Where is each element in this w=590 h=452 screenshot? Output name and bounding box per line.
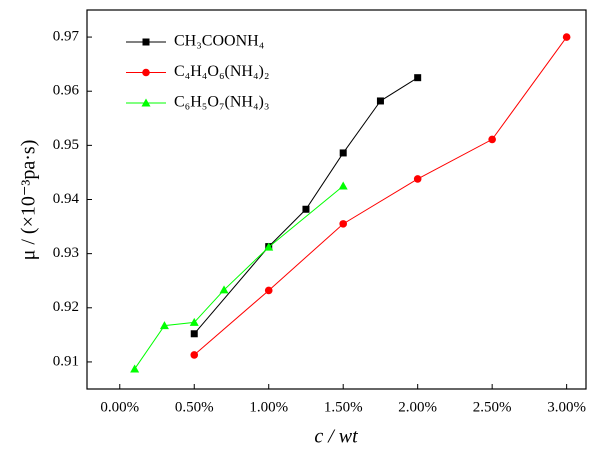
marker: [338, 181, 348, 190]
series-line: [193, 36, 568, 356]
legend-marker: [141, 98, 151, 107]
marker: [302, 205, 310, 213]
legend-text: C₆H₅O₇(NH₄)₃: [174, 94, 269, 111]
marker: [219, 285, 229, 294]
y-tick-label: 0.94: [53, 191, 80, 207]
marker: [339, 149, 347, 157]
marker: [488, 135, 496, 144]
marker: [413, 175, 422, 183]
y-axis-title: μ / (×10⁻³pa·s): [18, 140, 40, 261]
marker: [159, 321, 169, 330]
marker: [130, 364, 140, 373]
series-line: [134, 185, 344, 370]
y-tick-label: 0.93: [53, 245, 79, 261]
x-tick-label: 1.00%: [249, 399, 288, 415]
x-tick-label: 2.00%: [398, 399, 437, 415]
legend-text: CH₃COONH₄: [174, 33, 265, 50]
y-tick-label: 0.95: [53, 137, 79, 153]
plot-frame: [86, 9, 587, 390]
marker: [376, 97, 384, 105]
marker: [414, 74, 422, 82]
legend-text: C₄H₄O₆(NH₄)₂: [174, 63, 269, 80]
x-tick-label: 3.00%: [547, 399, 586, 415]
x-tick-label: 0.00%: [100, 399, 139, 415]
x-axis-title: c / wt: [314, 426, 358, 448]
marker: [190, 330, 198, 338]
marker: [264, 242, 274, 251]
x-tick-label: 2.50%: [473, 399, 512, 415]
marker: [339, 220, 348, 228]
marker: [562, 33, 571, 41]
x-tick-label: 0.50%: [175, 399, 214, 415]
y-tick-label: 0.97: [53, 29, 80, 45]
marker: [189, 317, 199, 326]
marker: [190, 351, 199, 359]
legend-marker: [142, 38, 150, 46]
legend-marker: [142, 68, 150, 77]
y-tick-label: 0.96: [53, 83, 80, 99]
series-line: [193, 77, 418, 335]
x-tick-label: 1.50%: [324, 399, 363, 415]
y-tick-label: 0.91: [53, 353, 79, 369]
marker: [264, 286, 273, 295]
y-tick-label: 0.92: [53, 299, 79, 315]
